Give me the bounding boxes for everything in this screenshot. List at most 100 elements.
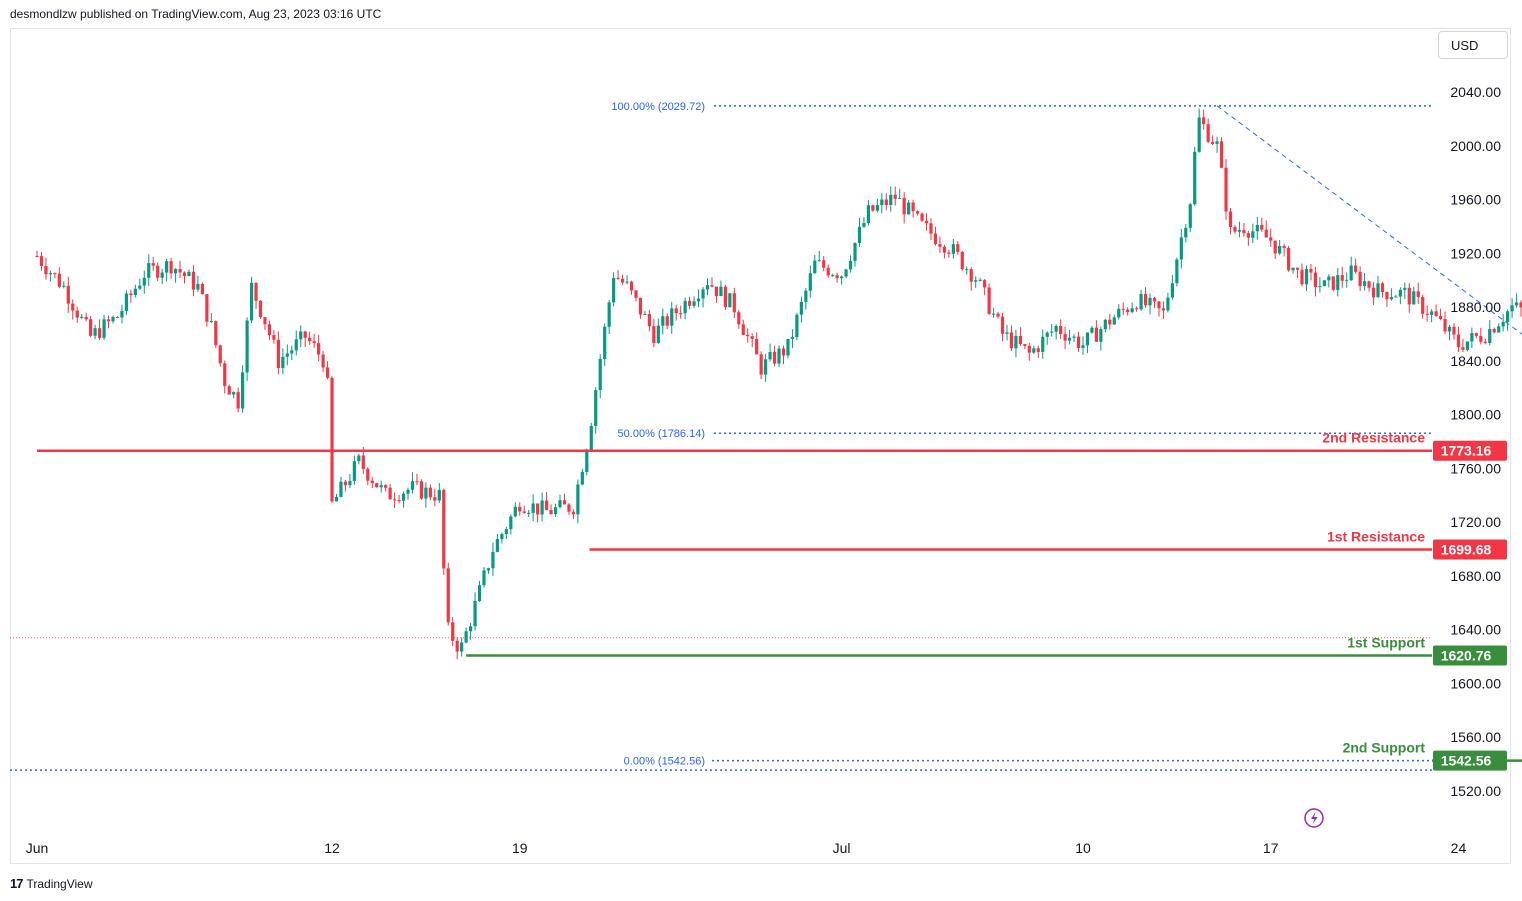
x-tick-label: 19 (512, 840, 528, 856)
candle-body (89, 319, 93, 336)
candle-body (66, 285, 70, 304)
y-tick-label: 1920.00 (1450, 245, 1501, 261)
candle-body (893, 194, 897, 199)
candle-body (1474, 333, 1478, 336)
candle-body (169, 261, 173, 274)
candle-body (714, 286, 719, 297)
resistance-label: 2nd Resistance (1322, 430, 1425, 446)
candle-body (1479, 335, 1483, 342)
candle-body (553, 507, 558, 515)
y-tick-label: 1680.00 (1450, 568, 1501, 584)
candle-body (227, 386, 231, 395)
candle-body (1331, 276, 1335, 290)
lightning-icon-ring (1304, 808, 1324, 828)
candle-body (1054, 325, 1058, 332)
candle-body (1340, 275, 1344, 281)
candle-body (737, 312, 741, 325)
candle-body (598, 358, 602, 391)
candle-body (1130, 308, 1134, 313)
candle-body (844, 269, 848, 277)
candle-body (384, 485, 388, 488)
candle-body (379, 485, 383, 488)
overlays (1304, 808, 1324, 828)
candle-body (232, 392, 236, 395)
candle-body (750, 336, 754, 339)
x-tick-label: 12 (324, 840, 340, 856)
candle-body (401, 493, 406, 501)
support-price-badge (1433, 645, 1507, 666)
chart-frame (10, 28, 1511, 864)
candle-body (281, 356, 285, 368)
candle-body (1416, 291, 1420, 298)
x-tick-label: 24 (1451, 840, 1467, 856)
candle-body (303, 331, 307, 338)
candle-body (1443, 318, 1447, 332)
candle-body (366, 468, 370, 481)
candle-body (370, 480, 374, 484)
candle-body (424, 487, 428, 499)
candles (35, 108, 1522, 660)
candle-body (1041, 336, 1045, 352)
candle-body (1184, 227, 1188, 238)
candle-body (93, 328, 97, 336)
candle-body (889, 194, 893, 205)
candle-body (504, 529, 508, 535)
fib-level-label: 0.00% (1542.56) (624, 756, 705, 768)
candle-body (245, 320, 249, 373)
candle-body (643, 314, 647, 316)
candle-body (241, 372, 245, 409)
candle-body (589, 425, 593, 450)
candle-body (272, 335, 276, 340)
candle-body (947, 252, 951, 254)
candle-body (361, 455, 365, 469)
candle-body (218, 345, 222, 364)
candle-body (544, 500, 549, 511)
y-tick-label: 2040.00 (1450, 84, 1501, 100)
candle-body (1170, 283, 1174, 298)
candle-body (468, 626, 473, 632)
candle-body (388, 487, 392, 500)
tradingview-logo[interactable]: 17 TradingView (10, 876, 93, 891)
candle-body (616, 278, 620, 280)
candle-body (1313, 272, 1318, 288)
candle-body (772, 352, 777, 364)
candle-body (1255, 224, 1259, 232)
candle-body (1188, 204, 1192, 228)
y-tick-label: 1600.00 (1450, 675, 1501, 691)
candle-body (133, 288, 137, 296)
candle-body (942, 246, 947, 253)
candle-body (1005, 332, 1009, 334)
candle-body (853, 243, 857, 261)
candle-body (1269, 237, 1273, 241)
candle-body (1295, 267, 1300, 270)
candle-body (1219, 141, 1224, 168)
candle-body (960, 251, 964, 270)
candle-body (1380, 283, 1385, 293)
lightning-icon[interactable] (1304, 808, 1324, 828)
candle-body (1112, 317, 1116, 325)
candle-body (920, 213, 924, 221)
candle-body (111, 316, 115, 322)
candle-body (884, 199, 888, 205)
candle-body (808, 273, 812, 291)
candle-body (1108, 319, 1112, 325)
candle-body (875, 205, 879, 211)
candle-body (263, 317, 267, 325)
candle-body (1260, 224, 1264, 230)
currency-button[interactable]: USD (1438, 31, 1508, 59)
candle-body (491, 551, 495, 569)
y-tick-label: 1800.00 (1450, 407, 1501, 423)
resistance-price-label: 1699.68 (1441, 541, 1492, 557)
candle-body (464, 631, 468, 643)
candle-body (142, 277, 146, 286)
candle-body (151, 263, 155, 266)
candle-body (357, 455, 361, 462)
candle-body (115, 316, 120, 318)
candle-body (1228, 211, 1233, 228)
candle-body (236, 392, 240, 409)
candle-body (571, 511, 575, 515)
candle-body (826, 267, 830, 276)
candle-body (983, 279, 987, 288)
candle-body (1152, 297, 1157, 302)
